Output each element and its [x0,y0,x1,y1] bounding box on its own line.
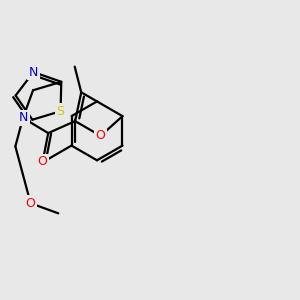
Text: S: S [57,105,64,118]
Text: O: O [26,197,35,210]
Text: O: O [38,155,47,169]
Text: N: N [29,66,38,79]
Text: N: N [18,111,28,124]
Text: O: O [96,129,106,142]
